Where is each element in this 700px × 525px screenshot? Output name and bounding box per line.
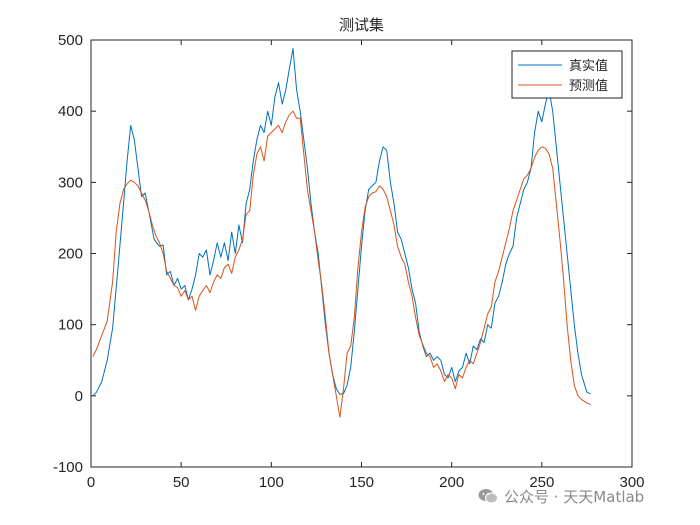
y-tick-label: 400 — [58, 103, 83, 120]
y-tick-label: 0 — [75, 388, 83, 405]
legend-label: 预测值 — [569, 78, 608, 94]
x-tick-label: 200 — [439, 474, 464, 491]
legend-label: 真实值 — [569, 58, 608, 74]
series-line-actual — [92, 48, 591, 397]
y-tick-label: 300 — [58, 174, 83, 191]
watermark: 公众号 · 天天Matlab — [478, 484, 644, 508]
series-layer — [92, 48, 591, 418]
plot-area — [90, 39, 633, 468]
x-tick-label: 250 — [529, 474, 554, 491]
watermark-text: 公众号 · 天天Matlab — [504, 487, 645, 506]
y-tick-label: 200 — [58, 246, 83, 263]
series-line-predicted — [92, 110, 591, 418]
legend-box — [511, 50, 623, 99]
wechat-icon — [478, 488, 498, 504]
x-tick-label: 100 — [259, 474, 284, 491]
x-tick-label: 0 — [87, 474, 95, 491]
y-tick-label: 100 — [58, 317, 83, 334]
y-tick-label: -100 — [53, 459, 83, 476]
y-tick-label: 500 — [58, 32, 83, 49]
x-tick-label: 50 — [173, 474, 190, 491]
x-tick-label: 150 — [349, 474, 374, 491]
x-tick-label: 300 — [619, 474, 644, 491]
chart-title: 测试集 — [339, 16, 384, 34]
